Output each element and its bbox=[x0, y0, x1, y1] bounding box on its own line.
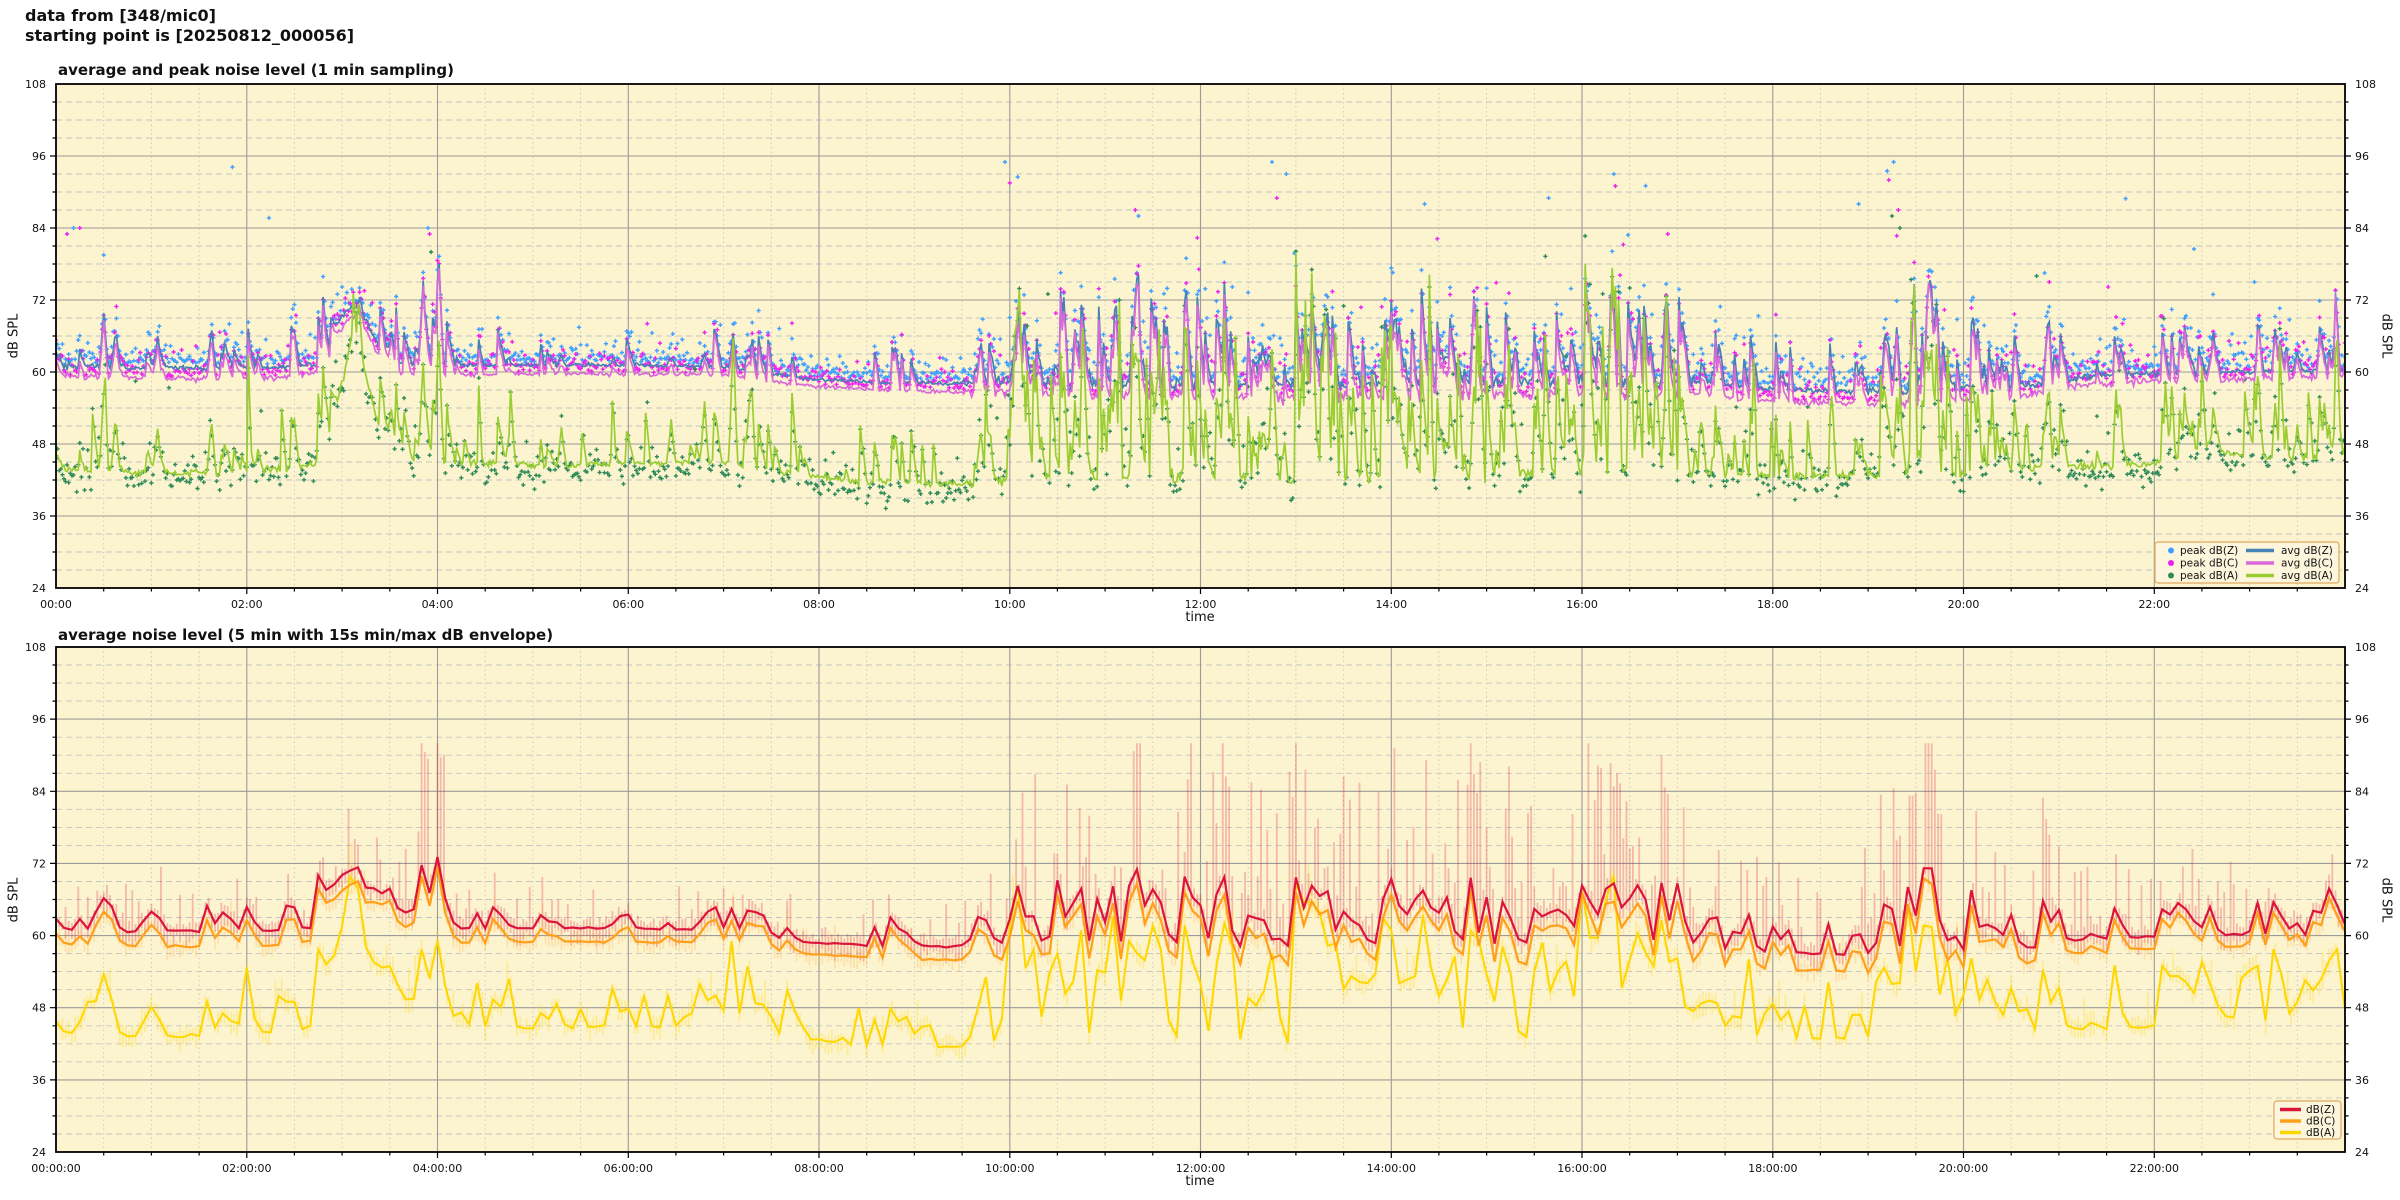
x-tick-label: 18:00 bbox=[1757, 598, 1789, 611]
x-tick-label: 00:00 bbox=[40, 598, 72, 611]
y-tick-label-left: 60 bbox=[32, 366, 46, 379]
y-tick-label-left: 96 bbox=[32, 713, 46, 726]
top-xaxis-label: time bbox=[1185, 610, 1215, 625]
y-tick-label-left: 72 bbox=[32, 857, 46, 870]
y-tick-label-right: 48 bbox=[2355, 438, 2369, 451]
top-chart-legend: peak dB(Z)peak dB(C)peak dB(A)avg dB(Z)a… bbox=[2154, 541, 2340, 584]
legend-label: avg dB(C) bbox=[2281, 558, 2333, 570]
legend-label: avg dB(Z) bbox=[2281, 545, 2333, 557]
y-tick-label-right: 108 bbox=[2355, 641, 2376, 654]
plot-border bbox=[55, 83, 2346, 589]
x-tick-label: 08:00:00 bbox=[794, 1162, 843, 1175]
y-tick-label-left: 24 bbox=[32, 582, 46, 595]
plot-border bbox=[55, 646, 2346, 1153]
top-chart-title: average and peak noise level (1 min samp… bbox=[58, 61, 454, 79]
y-tick-label-right: 72 bbox=[2355, 294, 2369, 307]
y-tick-label-left: 96 bbox=[32, 150, 46, 163]
dbc-line bbox=[56, 866, 2345, 976]
y-tick-label-right: 84 bbox=[2355, 222, 2369, 235]
x-tick-label: 16:00:00 bbox=[1557, 1162, 1606, 1175]
x-tick-label: 14:00 bbox=[1375, 598, 1407, 611]
header-line-1: data from [348/mic0] bbox=[25, 6, 216, 25]
y-tick-label-left: 84 bbox=[32, 785, 46, 798]
y-tick-label-left: 48 bbox=[32, 1002, 46, 1015]
y-tick-label-right: 24 bbox=[2355, 582, 2369, 595]
grid-major-horizontal bbox=[56, 718, 2345, 1081]
x-tick-label: 22:00 bbox=[2138, 598, 2170, 611]
y-tick-label-right: 24 bbox=[2355, 1146, 2369, 1159]
legend-label: peak dB(Z) bbox=[2180, 545, 2238, 557]
x-tick-label: 18:00:00 bbox=[1748, 1162, 1797, 1175]
x-tick-label: 04:00 bbox=[422, 598, 454, 611]
x-tick-label: 20:00 bbox=[1948, 598, 1980, 611]
x-tick-label: 16:00 bbox=[1566, 598, 1598, 611]
y-tick-label-right: 36 bbox=[2355, 1074, 2369, 1087]
bottom-xaxis-label: time bbox=[1185, 1174, 1215, 1189]
dbz-line bbox=[56, 856, 2345, 956]
x-tick-label: 00:00:00 bbox=[31, 1162, 80, 1175]
legend-label: dB(A) bbox=[2306, 1127, 2335, 1139]
y-tick-label-right: 60 bbox=[2355, 930, 2369, 943]
legend-marker-dot bbox=[2168, 547, 2174, 554]
bottom-chart-legend: dB(Z)dB(C)dB(A) bbox=[2273, 1100, 2342, 1140]
y-tick-label-left: 84 bbox=[32, 222, 46, 235]
y-tick-label-left: 36 bbox=[32, 1074, 46, 1087]
x-tick-label: 10:00 bbox=[994, 598, 1026, 611]
bottom-chart-title: average noise level (5 min with 15s min/… bbox=[58, 626, 554, 644]
top-chart-data bbox=[56, 159, 2345, 511]
x-tick-label: 02:00:00 bbox=[222, 1162, 271, 1175]
header-line-2: starting point is [20250812_000056] bbox=[25, 26, 355, 45]
x-tick-label: 08:00 bbox=[803, 598, 835, 611]
y-tick-label-left: 72 bbox=[32, 294, 46, 307]
x-tick-label: 06:00:00 bbox=[604, 1162, 653, 1175]
x-tick-label: 06:00 bbox=[612, 598, 644, 611]
x-tick-label: 10:00:00 bbox=[985, 1162, 1034, 1175]
y-tick-label-right: 96 bbox=[2355, 713, 2369, 726]
y-tick-label-right: 72 bbox=[2355, 857, 2369, 870]
axis-ticks bbox=[50, 664, 2351, 1158]
y-tick-label-left: 108 bbox=[25, 78, 46, 91]
axis-ticks bbox=[50, 101, 2351, 594]
y-tick-label-right: 36 bbox=[2355, 510, 2369, 523]
y-tick-label-right: 108 bbox=[2355, 78, 2376, 91]
legend-label: peak dB(A) bbox=[2180, 570, 2238, 582]
grid-major-horizontal bbox=[56, 155, 2345, 517]
y-tick-label-left: 108 bbox=[25, 641, 46, 654]
dba-line bbox=[56, 873, 2345, 1050]
x-tick-label: 04:00:00 bbox=[413, 1162, 462, 1175]
avg-dba-line bbox=[56, 252, 2345, 490]
header: data from [348/mic0] starting point is [… bbox=[25, 6, 354, 46]
y-tick-label-right: 96 bbox=[2355, 150, 2369, 163]
y-tick-label-right: 84 bbox=[2355, 785, 2369, 798]
legend-label: dB(Z) bbox=[2306, 1104, 2335, 1116]
bottom-chart-data bbox=[56, 743, 2345, 1061]
y-tick-label-left: 36 bbox=[32, 510, 46, 523]
legend-marker-dot bbox=[2168, 560, 2174, 566]
y-tick-label-right: 48 bbox=[2355, 1002, 2369, 1015]
x-tick-label: 22:00:00 bbox=[2130, 1162, 2179, 1175]
y-tick-label-left: 60 bbox=[32, 930, 46, 943]
legend-marker-dot bbox=[2168, 572, 2174, 579]
y-tick-label-left: 48 bbox=[32, 438, 46, 451]
avg-dbc-line bbox=[56, 267, 2345, 411]
x-tick-label: 14:00:00 bbox=[1367, 1162, 1416, 1175]
legend-label: avg dB(A) bbox=[2281, 570, 2333, 582]
x-tick-label: 20:00:00 bbox=[1939, 1162, 1988, 1175]
y-tick-label-left: 24 bbox=[32, 1146, 46, 1159]
y-tick-label-right: 60 bbox=[2355, 366, 2369, 379]
legend-label: dB(C) bbox=[2306, 1116, 2335, 1128]
x-tick-label: 02:00 bbox=[231, 598, 263, 611]
x-tick-label: 12:00 bbox=[1185, 598, 1217, 611]
x-tick-label: 12:00:00 bbox=[1176, 1162, 1225, 1175]
legend-label: peak dB(C) bbox=[2180, 558, 2238, 570]
